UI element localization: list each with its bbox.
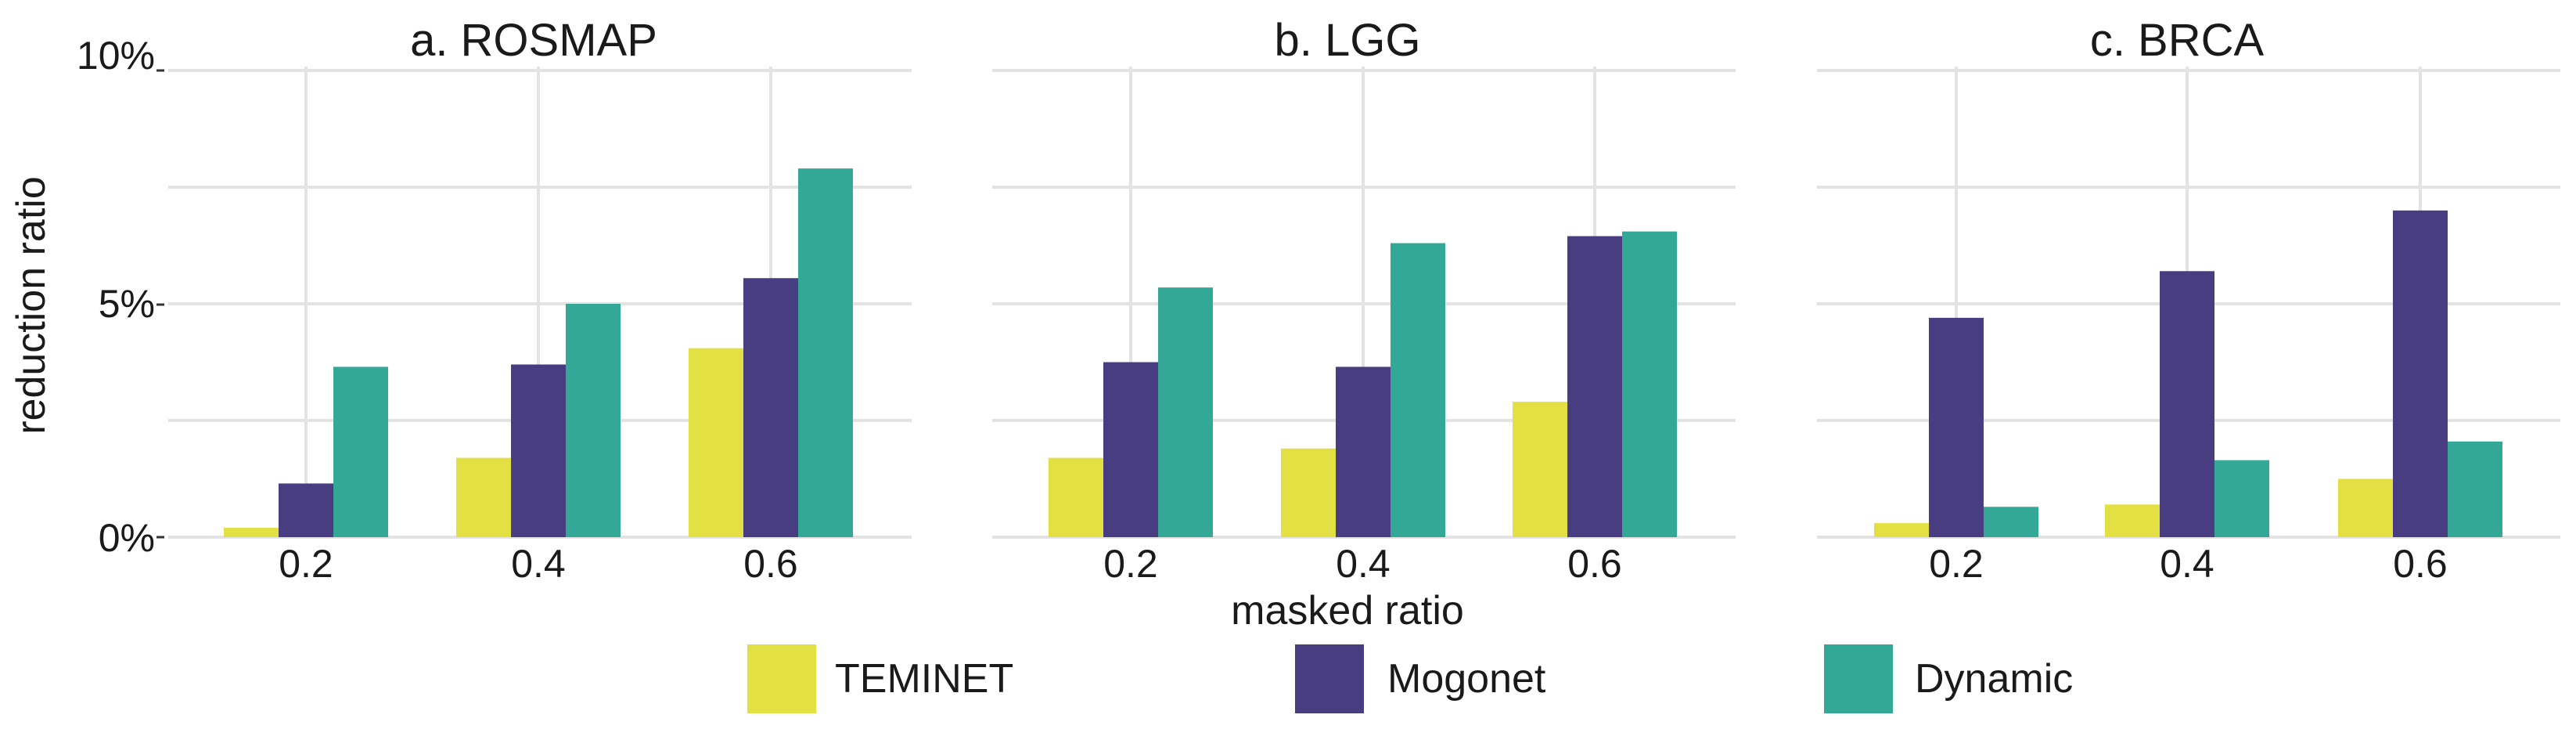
y-tick-label-0: 0% xyxy=(99,516,155,560)
legend-label-teminet: TEMINET xyxy=(835,656,1013,702)
x-tick-label: 0.2 xyxy=(279,542,333,586)
bar-teminet-0.6 xyxy=(689,348,743,537)
bar-teminet-0.4 xyxy=(1281,448,1336,537)
bar-mogonet-0.6 xyxy=(2393,210,2448,537)
bar-mogonet-0.4 xyxy=(2160,271,2214,537)
x-axis-label: masked ratio xyxy=(1231,588,1464,633)
x-tick-label: 0.4 xyxy=(2160,542,2214,586)
y-axis-label: reduction ratio xyxy=(9,176,54,435)
bar-dynamic-0.6 xyxy=(2448,441,2502,537)
bar-teminet-0.6 xyxy=(1513,402,1567,537)
bar-dynamic-0.6 xyxy=(798,168,853,537)
bar-dynamic-0.4 xyxy=(1391,243,1445,537)
y-axis: 10% 5% 0% reduction ratio xyxy=(9,34,164,560)
x-tick-label: 0.6 xyxy=(2393,542,2448,586)
x-tick-label: 0.4 xyxy=(511,542,566,586)
bar-teminet-0.2 xyxy=(1049,457,1103,537)
bar-mogonet-0.6 xyxy=(1567,236,1622,537)
bar-dynamic-0.6 xyxy=(1622,231,1677,537)
x-tick-label: 0.6 xyxy=(743,542,798,586)
bar-teminet-0.6 xyxy=(2338,478,2393,537)
legend: TEMINET Mogonet Dynamic xyxy=(747,644,2073,713)
bar-teminet-0.4 xyxy=(456,457,511,537)
legend-label-mogonet: Mogonet xyxy=(1387,656,1546,702)
panel-title-rosmap: a. ROSMAP xyxy=(410,15,657,66)
bar-dynamic-0.4 xyxy=(2214,460,2269,537)
x-tick-labels: 0.2 0.4 0.6 0.2 0.4 0.6 0.2 0.4 0.6 xyxy=(279,542,2448,586)
legend-swatch-teminet xyxy=(747,644,816,713)
y-tick-label-10: 10% xyxy=(77,34,155,78)
x-tick-label: 0.2 xyxy=(1103,542,1158,586)
bar-dynamic-0.2 xyxy=(1984,507,2038,537)
bar-teminet-0.2 xyxy=(224,528,279,537)
bar-mogonet-0.6 xyxy=(743,278,798,537)
bar-mogonet-0.4 xyxy=(511,364,566,537)
bar-teminet-0.4 xyxy=(2105,504,2160,537)
legend-swatch-dynamic xyxy=(1824,644,1893,713)
x-tick-label: 0.2 xyxy=(1929,542,1984,586)
panel-title-brca: c. BRCA xyxy=(2090,15,2265,66)
bar-dynamic-0.4 xyxy=(566,304,621,537)
x-tick-label: 0.6 xyxy=(1567,542,1622,586)
bar-teminet-0.2 xyxy=(1874,523,1929,537)
bar-mogonet-0.2 xyxy=(1929,317,1984,537)
bar-dynamic-0.2 xyxy=(333,366,388,537)
legend-swatch-mogonet xyxy=(1295,644,1364,713)
y-tick-label-5: 5% xyxy=(99,282,155,326)
legend-label-dynamic: Dynamic xyxy=(1915,656,2073,702)
bar-mogonet-0.2 xyxy=(279,483,333,537)
bar-mogonet-0.2 xyxy=(1103,362,1158,537)
x-tick-label: 0.4 xyxy=(1336,542,1391,586)
bar-dynamic-0.2 xyxy=(1158,287,1213,537)
bar-mogonet-0.4 xyxy=(1336,366,1391,537)
panel-title-lgg: b. LGG xyxy=(1275,15,1421,66)
